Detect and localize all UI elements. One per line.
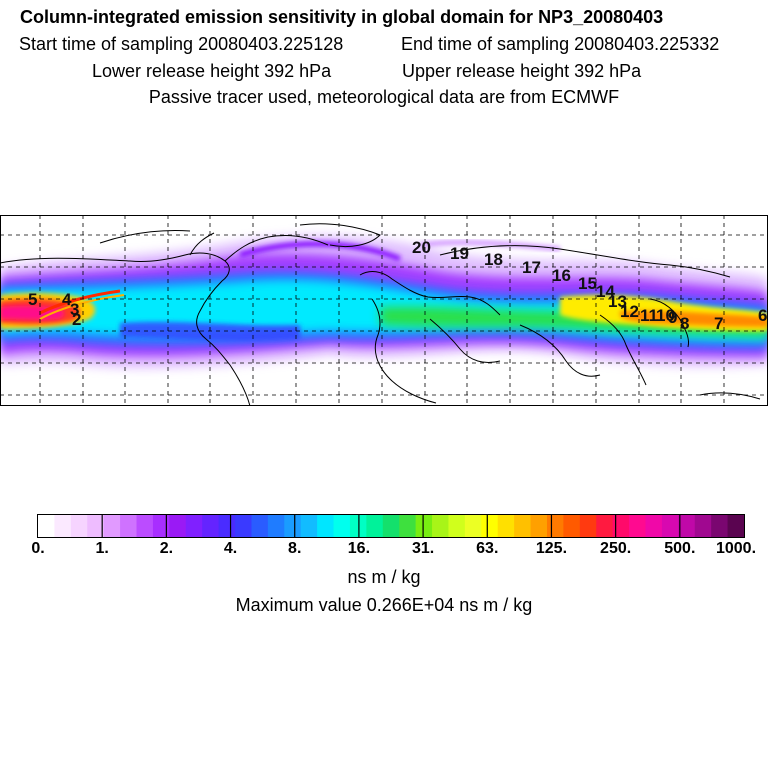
colorbar-cell [152, 515, 170, 537]
colorbar-cell [727, 515, 745, 537]
units-label: ns m / kg [347, 567, 421, 587]
track-label-20: 20 [412, 238, 431, 257]
track-label-16: 16 [552, 266, 571, 285]
track-label-2: 2 [72, 310, 81, 329]
colorbar-tick-label: 8. [288, 540, 302, 557]
colorbar-cell [596, 515, 614, 537]
colorbar-cell [202, 515, 220, 537]
colorbar-cell [629, 515, 647, 537]
track-label-9: 9 [668, 308, 677, 327]
colorbar-cell [169, 515, 187, 537]
colorbar-cell [711, 515, 729, 537]
track-label-12: 12 [620, 302, 639, 321]
colorbar-tick-label: 31. [411, 540, 435, 557]
colorbar-cell [546, 515, 564, 537]
colorbar-cell [70, 515, 88, 537]
track-label-15: 15 [578, 274, 597, 293]
colorbar-cell [366, 515, 384, 537]
colorbar-cell [251, 515, 269, 537]
colorbar-cell [382, 515, 400, 537]
track-label-11: 11 [640, 306, 658, 325]
track-label-4: 4 [62, 290, 72, 309]
colorbar-cell [497, 515, 515, 537]
colorbar-cell [267, 515, 285, 537]
colorbar-cell [481, 515, 499, 537]
colorbar-tick-label: 250. [600, 540, 632, 557]
map-title: Column-integrated emission sensitivity i… [20, 7, 664, 27]
track-label-10: 10 [656, 306, 675, 325]
colorbar-cell [514, 515, 532, 537]
colorbar-cell [136, 515, 154, 537]
colorbar-cell [185, 515, 203, 537]
colorbar-cell [300, 515, 318, 537]
track-label-19: 19 [450, 244, 469, 263]
lower-release-height: Lower release height 392 hPa [92, 61, 332, 81]
colorbar-cell [612, 515, 630, 537]
colorbar-tick-label: 16. [347, 540, 371, 557]
colorbar-cell [448, 515, 466, 537]
track-label-8: 8 [680, 314, 689, 333]
colorbar-cell [563, 515, 581, 537]
track-label-3: 3 [70, 300, 79, 319]
start-time: Start time of sampling 20080403.225128 [19, 34, 344, 54]
track-label-18: 18 [484, 250, 503, 269]
colorbar-cell [120, 515, 138, 537]
colorbar-tick-label: 1. [95, 540, 109, 557]
colorbar-tick-label: 4. [223, 540, 238, 557]
end-time: End time of sampling 20080403.225332 [401, 34, 720, 54]
colorbar [37, 514, 745, 538]
colorbar-cell [87, 515, 105, 537]
track-label-13: 13 [608, 292, 627, 311]
colorbar-tick-label: 1000. [715, 540, 757, 557]
colorbar-cell [415, 515, 433, 537]
colorbar-tick-label: 500. [664, 540, 696, 557]
colorbar-cell [235, 515, 253, 537]
colorbar-frame [37, 514, 745, 538]
colorbar-cell [38, 515, 56, 537]
colorbar-cell [218, 515, 236, 537]
trajectory-labels: 20 19 18 17 16 15 14 13 12 11 10 9 8 7 6… [28, 238, 767, 333]
colorbar-cell [333, 515, 351, 537]
coastlines [0, 223, 761, 406]
colorbar-tick-label: 125. [535, 540, 568, 557]
maximum-value: Maximum value 0.266E+04 ns m / kg [235, 595, 533, 615]
colorbar-cell [432, 515, 450, 537]
colorbar-tick-label: 0. [31, 540, 45, 557]
colorbar-dividers [101, 515, 681, 537]
colorbar-cell [284, 515, 302, 537]
colorbar-cell [530, 515, 548, 537]
colorbar-cell [579, 515, 597, 537]
track-label-7: 7 [714, 314, 723, 333]
colorbar-cell [661, 515, 679, 537]
tracer-info: Passive tracer used, meteorological data… [148, 87, 620, 107]
colorbar-cell [317, 515, 335, 537]
colorbar-tick-label: 2. [159, 540, 174, 557]
colorbar-cell [399, 515, 417, 537]
graticule [0, 215, 768, 406]
emission-sensitivity-map: 20 19 18 17 16 15 14 13 12 11 10 9 8 7 6… [0, 215, 768, 406]
track-label-6: 6 [758, 306, 767, 325]
colorbar-cell [103, 515, 121, 537]
colorbar-cell [678, 515, 696, 537]
colorbar-cell [645, 515, 663, 537]
track-label-17: 17 [522, 258, 541, 277]
colorbar-cell [694, 515, 712, 537]
colorbar-tick-label: 63. [476, 540, 499, 557]
colorbar-cell [464, 515, 482, 537]
colorbar-cells [38, 515, 745, 537]
upper-release-height: Upper release height 392 hPa [402, 61, 642, 81]
track-label-14: 14 [596, 282, 615, 301]
colorbar-cell [54, 515, 72, 537]
track-label-5: 5 [28, 290, 37, 309]
